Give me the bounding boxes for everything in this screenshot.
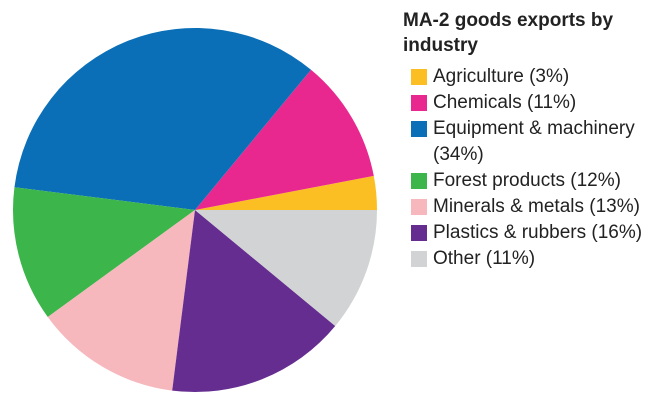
legend-swatch bbox=[411, 251, 427, 267]
pie-slice bbox=[195, 210, 377, 327]
legend-item: Other (11%) bbox=[411, 246, 669, 272]
legend-swatch bbox=[411, 95, 427, 111]
legend-label: Minerals & metals (13%) bbox=[433, 196, 640, 217]
legend-item: Agriculture (3%) bbox=[411, 64, 669, 90]
legend: MA-2 goods exports by industry Agricultu… bbox=[403, 8, 669, 272]
legend-swatch bbox=[411, 225, 427, 241]
legend-label: Agriculture (3%) bbox=[433, 66, 570, 87]
pie-slice bbox=[14, 27, 312, 210]
legend-label: Other (11%) bbox=[433, 248, 536, 269]
pie-slice bbox=[195, 175, 377, 210]
legend-item: Plastics & rubbers (16%) bbox=[411, 220, 669, 246]
pie-slice bbox=[195, 69, 374, 210]
legend-label: Forest products (12%) bbox=[433, 170, 621, 191]
legend-label: Plastics & rubbers (16%) bbox=[433, 222, 643, 243]
legend-swatch bbox=[411, 121, 427, 137]
pie-chart bbox=[12, 27, 377, 392]
legend-swatch bbox=[411, 173, 427, 189]
pie-slice bbox=[172, 210, 336, 392]
pie-slice bbox=[12, 187, 195, 317]
legend-item: Equipment & machinery (34%) bbox=[411, 116, 669, 168]
legend-item: Forest products (12%) bbox=[411, 168, 669, 194]
legend-swatch bbox=[411, 69, 427, 85]
legend-swatch bbox=[411, 199, 427, 215]
legend-item: Chemicals (11%) bbox=[411, 90, 669, 116]
legend-label: Chemicals (11%) bbox=[433, 92, 577, 113]
legend-item: Minerals & metals (13%) bbox=[411, 194, 669, 220]
pie-slice bbox=[47, 210, 195, 391]
chart-title: MA-2 goods exports by industry bbox=[403, 10, 614, 56]
legend-label: Equipment & machinery (34%) bbox=[433, 118, 635, 165]
